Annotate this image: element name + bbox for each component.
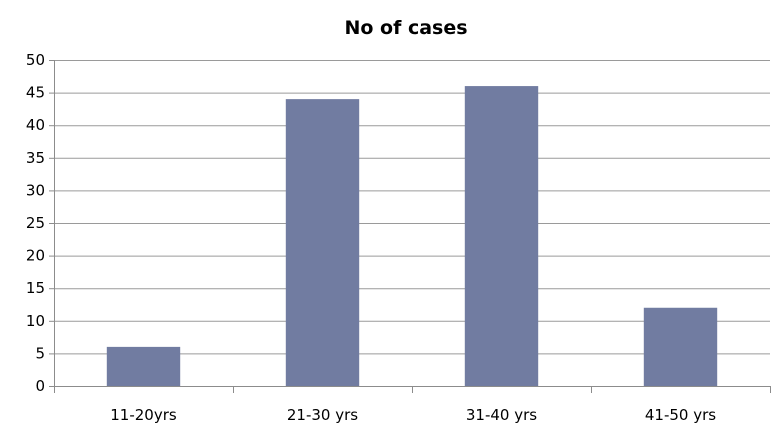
x-tick-label-0: 11-20yrs xyxy=(110,406,177,424)
y-tick-label-20: 20 xyxy=(26,247,45,265)
y-tick-label-35: 35 xyxy=(26,149,45,167)
bars xyxy=(106,86,718,387)
y-tick-label-10: 10 xyxy=(26,312,45,330)
y-tick-label-15: 15 xyxy=(26,279,45,297)
bar-31-40yrs xyxy=(464,86,539,386)
y-tick-label-50: 50 xyxy=(26,51,45,69)
bar-11-20yrs xyxy=(106,346,181,386)
axes xyxy=(49,60,771,393)
y-tick-label-40: 40 xyxy=(26,116,45,134)
bar-21-30yrs xyxy=(285,99,360,387)
y-tick-label-25: 25 xyxy=(26,214,45,232)
y-tick-label-45: 45 xyxy=(26,84,45,102)
chart-title: No of cases xyxy=(344,17,467,39)
y-tick-label-0: 0 xyxy=(35,377,45,395)
y-tick-label-30: 30 xyxy=(26,181,45,199)
y-tick-label-5: 5 xyxy=(35,344,45,362)
x-tick-labels: 11-20yrs 21-30 yrs 31-40 yrs 41-50 yrs xyxy=(110,406,716,424)
x-tick-label-2: 31-40 yrs xyxy=(466,406,537,424)
y-tick-labels: 0 5 10 15 20 25 30 35 40 45 50 xyxy=(26,51,45,395)
gridlines xyxy=(54,60,770,355)
x-tick-label-3: 41-50 yrs xyxy=(645,406,716,424)
x-tick-label-1: 21-30 yrs xyxy=(287,406,358,424)
bar-41-50yrs xyxy=(643,307,718,386)
